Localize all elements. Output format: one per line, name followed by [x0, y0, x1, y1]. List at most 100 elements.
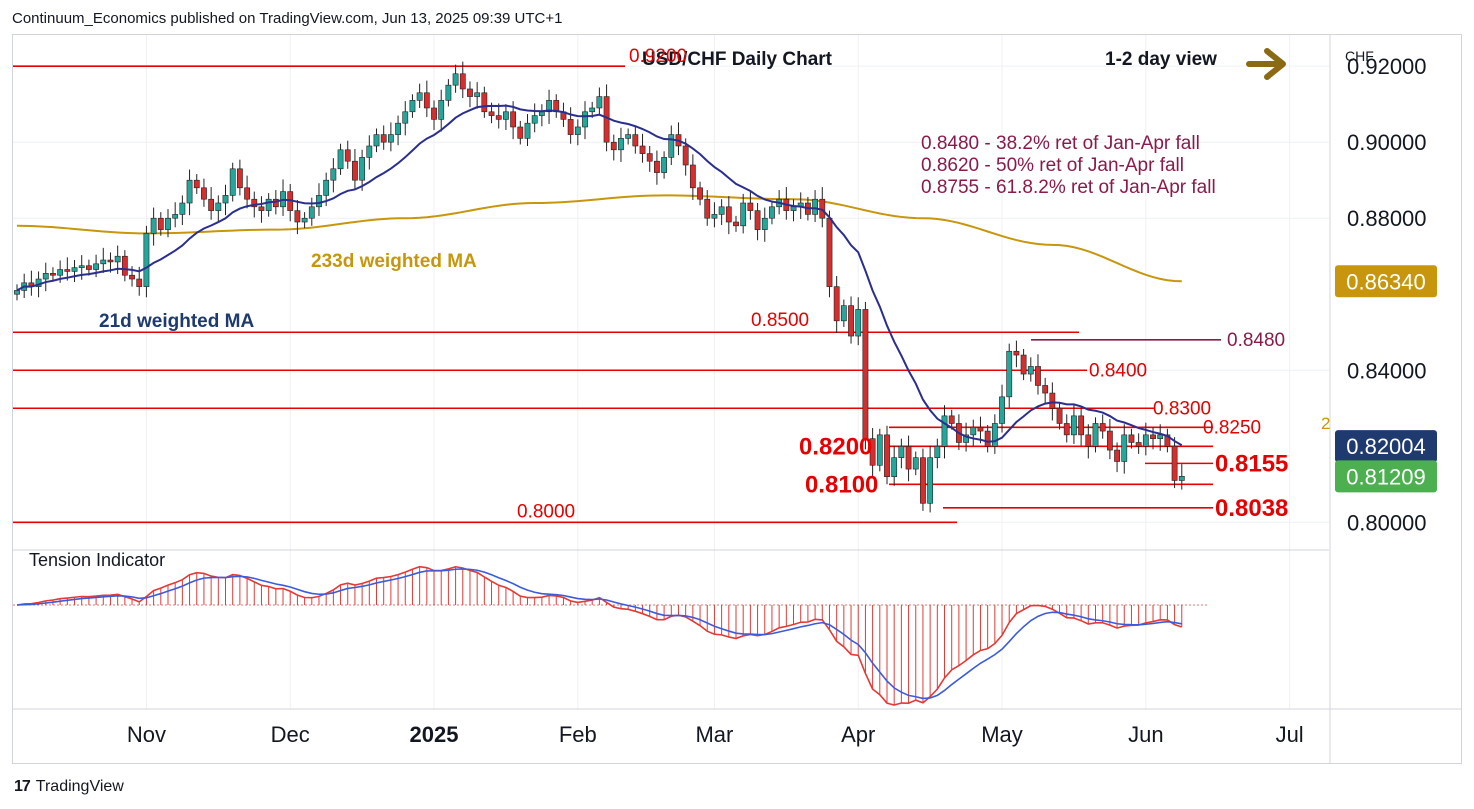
candle — [1135, 433, 1142, 454]
candle-body — [740, 202, 747, 227]
ma21-line — [16, 104, 1183, 447]
candle-body — [387, 134, 394, 143]
footer-brand[interactable]: 17 TradingView — [14, 778, 124, 796]
annotation-labels: USD/CHF Daily Chart 1-2 day view 0.8480 - … — [99, 46, 1330, 522]
candle-body — [64, 269, 71, 272]
candle — [711, 202, 718, 228]
right-arrow-shape — [1246, 48, 1286, 80]
candle — [265, 193, 272, 217]
candle-body — [459, 73, 466, 90]
candle — [1121, 424, 1128, 474]
candle — [1071, 403, 1077, 444]
candle-body — [848, 305, 854, 337]
indicator-label: Tension Indicator — [29, 550, 165, 570]
candle — [560, 102, 567, 127]
ma233-label: 233d weighted MA — [311, 251, 477, 272]
candle-body — [733, 221, 739, 227]
candle-body — [1114, 449, 1120, 462]
level-label-0-8250: 0.8250 — [1203, 417, 1261, 438]
candle — [884, 425, 890, 485]
candle — [1142, 422, 1149, 456]
candle — [689, 154, 696, 200]
candle — [733, 215, 739, 232]
candle — [927, 445, 934, 513]
candle — [438, 89, 445, 132]
candle — [1099, 414, 1106, 439]
candle-body — [42, 273, 49, 280]
x-tick-label: Mar — [695, 722, 733, 747]
candle — [186, 169, 193, 216]
candle — [704, 190, 711, 226]
candle — [869, 428, 876, 478]
candle-body — [143, 233, 150, 287]
candle — [567, 107, 574, 144]
candle-body — [452, 73, 459, 86]
candle-body — [1092, 423, 1099, 447]
candle — [524, 114, 531, 146]
candle — [337, 143, 344, 175]
candle-body — [294, 210, 301, 223]
level-label-0-8038: 0.8038 — [1215, 495, 1288, 522]
x-tick-label: Dec — [271, 722, 310, 747]
candle — [467, 81, 473, 108]
candle-body — [1063, 423, 1070, 436]
candle-body — [625, 134, 632, 139]
candle — [538, 104, 545, 127]
candle — [826, 210, 833, 298]
candle — [941, 405, 948, 459]
candle — [574, 119, 581, 146]
candle-body — [323, 179, 330, 196]
candle — [409, 94, 416, 118]
candle — [840, 299, 847, 327]
candle — [423, 80, 430, 118]
candle — [236, 159, 243, 196]
candle-body — [193, 179, 200, 189]
candle — [352, 149, 358, 190]
candle — [991, 414, 998, 454]
candle — [1106, 418, 1113, 460]
stray-label: 2 — [1321, 414, 1330, 433]
candle — [474, 82, 481, 109]
candle-body — [596, 96, 603, 109]
candle-body — [812, 198, 818, 215]
candle-body — [481, 92, 488, 113]
candle-body — [970, 426, 977, 436]
candle — [646, 145, 653, 172]
candle — [86, 259, 92, 276]
x-tick-label: Jun — [1128, 722, 1163, 747]
fib-note: 0.8755 - 61.8.2% ret of Jan-Apr fall — [921, 177, 1216, 198]
candle-body — [301, 217, 308, 223]
candle — [517, 120, 524, 145]
candle — [1020, 348, 1027, 381]
candle-body — [215, 202, 222, 211]
candle-body — [1020, 354, 1027, 375]
candle-body — [704, 198, 711, 219]
candle — [934, 438, 941, 469]
candle — [179, 195, 186, 226]
candle — [1078, 408, 1085, 446]
candle-body — [510, 111, 517, 128]
candle-body — [646, 153, 653, 162]
candle — [1114, 442, 1120, 473]
candle-body — [610, 141, 617, 151]
candle — [1171, 437, 1178, 489]
candle-body — [179, 202, 186, 215]
candle-body — [337, 149, 344, 170]
candle-body — [984, 430, 991, 447]
candle-body — [546, 100, 552, 113]
candle — [754, 203, 761, 241]
x-tick-label: Apr — [841, 722, 875, 747]
candle — [165, 209, 171, 238]
candle-body — [107, 259, 114, 263]
candle — [740, 193, 747, 234]
candle — [661, 151, 667, 179]
candle — [445, 79, 452, 107]
candle — [143, 225, 150, 298]
candle-body — [244, 187, 250, 200]
candle-body — [78, 265, 85, 268]
candle-body — [1027, 366, 1034, 375]
candle-body — [330, 168, 337, 181]
candle — [1013, 340, 1020, 368]
